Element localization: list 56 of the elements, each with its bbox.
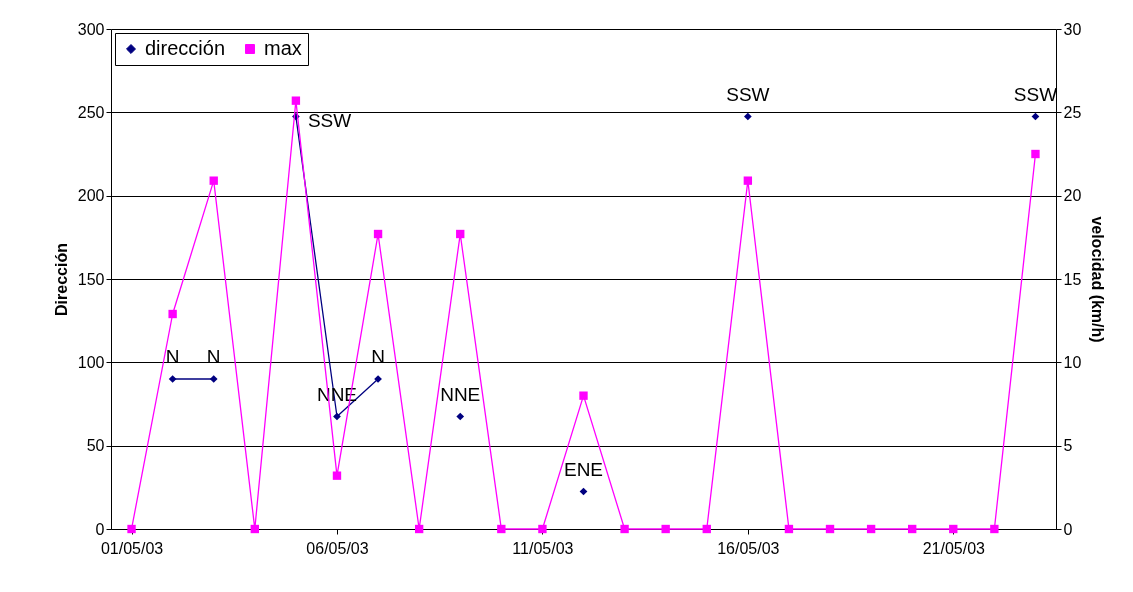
y2-tick-label: 30 [1063, 20, 1082, 38]
y-tick-label: 100 [77, 353, 105, 371]
data-label: ENE [563, 458, 604, 480]
point [250, 524, 259, 534]
y-tick-label: 50 [86, 437, 105, 455]
x-tick-label: 06/05/03 [306, 539, 369, 557]
y2-tick-label: 15 [1063, 270, 1082, 288]
point [127, 524, 136, 534]
data-label: SSW [726, 83, 770, 105]
x-tick-label: 01/05/03 [100, 539, 164, 557]
point [414, 524, 424, 534]
data-label: SSW [1013, 83, 1058, 105]
x-tick-label: 11/05/03 [512, 539, 574, 557]
point [538, 524, 547, 534]
point [332, 471, 342, 480]
y2-tick-label: 25 [1063, 103, 1082, 121]
point [825, 524, 835, 534]
point [291, 96, 301, 105]
point [743, 112, 752, 121]
point [949, 524, 958, 534]
point [908, 524, 917, 534]
point [168, 309, 177, 319]
point [990, 524, 999, 534]
point [333, 412, 341, 421]
legend-label: max [264, 37, 302, 59]
point [456, 412, 465, 421]
point [456, 229, 465, 239]
y-tick-label: 250 [77, 103, 105, 121]
y-tick-label: 300 [77, 20, 105, 38]
point [620, 524, 629, 534]
y2-tick-label: 10 [1063, 353, 1082, 371]
y2-axis-title: velocidad (km/h) [1089, 216, 1107, 343]
data-label: SSW [307, 109, 352, 131]
point [373, 229, 383, 239]
x-tick-label: 21/05/03 [922, 539, 986, 557]
y2-tick-label: 5 [1063, 437, 1073, 455]
y-tick-label: 0 [95, 520, 105, 538]
legend-label: dirección [145, 37, 226, 59]
point [209, 375, 218, 383]
y2-tick-label: 0 [1063, 520, 1073, 538]
point [579, 391, 588, 400]
y-tick-label: 200 [77, 187, 105, 205]
point [168, 375, 177, 383]
y-tick-label: 150 [77, 270, 105, 288]
point [209, 176, 218, 185]
y2-tick-label: 20 [1063, 187, 1082, 205]
point [661, 524, 670, 534]
point [743, 176, 753, 185]
point [702, 524, 711, 534]
y-axis-title: Dirección [52, 243, 70, 316]
point [1031, 149, 1040, 159]
point [784, 524, 794, 534]
data-label: NNE [440, 383, 481, 405]
point [497, 524, 506, 534]
point [866, 524, 876, 534]
x-tick-label: 16/05/03 [717, 539, 780, 557]
